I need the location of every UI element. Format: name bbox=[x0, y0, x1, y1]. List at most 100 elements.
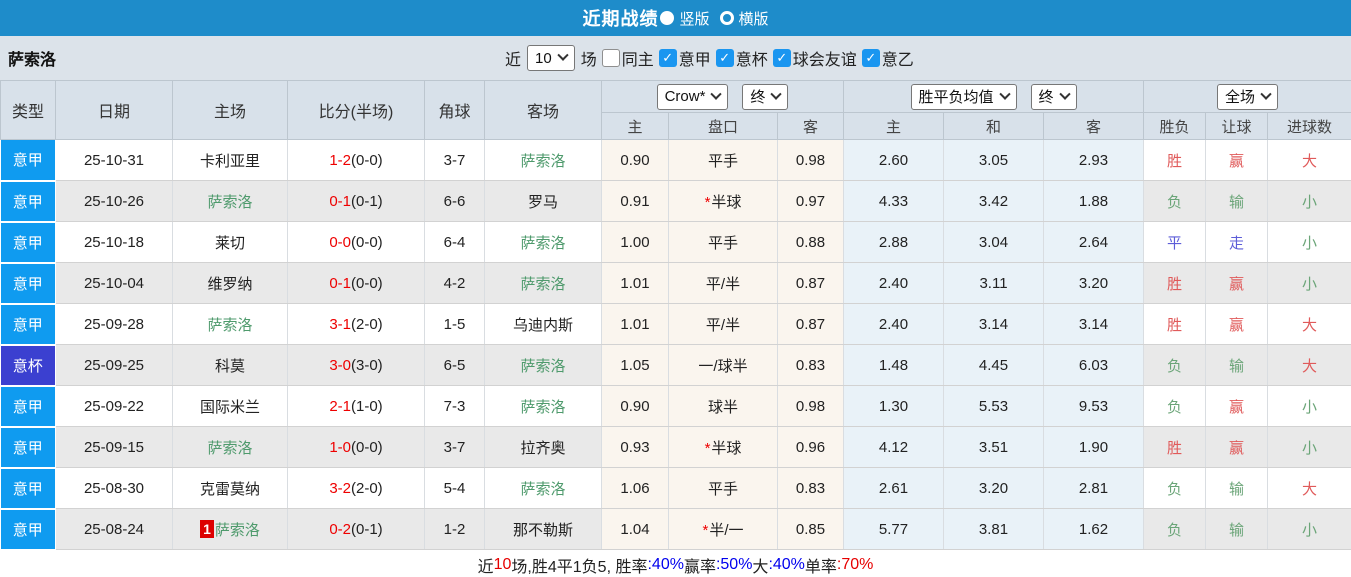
away-team[interactable]: 萨索洛 bbox=[484, 344, 602, 386]
europe-time-select[interactable]: 终 bbox=[1030, 83, 1077, 110]
radio-selected-icon[interactable] bbox=[660, 11, 675, 25]
team-name-text: 萨索洛 bbox=[207, 439, 253, 457]
score-cell: 0-2(0-1) bbox=[287, 508, 425, 550]
radio-label[interactable]: 竖版 bbox=[679, 10, 710, 28]
checkbox-unchecked-icon[interactable] bbox=[601, 49, 620, 67]
checkbox-checked-icon[interactable]: ✓ bbox=[658, 49, 677, 67]
col-corner: 角球 bbox=[424, 80, 485, 140]
halftime-score: (0-1) bbox=[351, 192, 383, 210]
league-badge: 意甲 bbox=[0, 385, 56, 428]
odds-company-select[interactable]: Crow* bbox=[656, 83, 729, 110]
home-team[interactable]: 莱切 bbox=[172, 221, 288, 263]
corner-cell: 5-4 bbox=[424, 467, 485, 509]
checkbox-checked-icon[interactable]: ✓ bbox=[861, 49, 880, 67]
home-team[interactable]: 萨索洛 bbox=[172, 180, 288, 222]
home-team[interactable]: 1 萨索洛 bbox=[172, 508, 288, 550]
europe-odds-value: 胜平负均值 bbox=[918, 89, 994, 106]
checkbox-label[interactable]: 意甲 bbox=[678, 52, 711, 69]
home-team[interactable]: 萨索洛 bbox=[172, 303, 288, 345]
away-team[interactable]: 罗马 bbox=[484, 180, 602, 222]
checkbox-checked-icon[interactable]: ✓ bbox=[772, 49, 791, 67]
halftime-score: (3-0) bbox=[351, 356, 383, 374]
goals-result: 小 bbox=[1267, 180, 1351, 222]
team-name-text: 萨索洛 bbox=[520, 357, 566, 375]
europe-odds-select[interactable]: 胜平负均值 bbox=[910, 83, 1017, 110]
checkbox-label[interactable]: 意杯 bbox=[735, 52, 768, 69]
handicap-result: 输 bbox=[1205, 180, 1269, 222]
wdl-result: 负 bbox=[1143, 467, 1207, 509]
goals-result: 大 bbox=[1267, 303, 1351, 345]
checkbox-label[interactable]: 球会友谊 bbox=[792, 52, 857, 69]
checkbox-label[interactable]: 同主 bbox=[621, 52, 654, 69]
checkbox-checked-icon[interactable]: ✓ bbox=[715, 49, 734, 67]
asia-away-odds: 0.87 bbox=[777, 262, 845, 304]
table-row: 意甲 25-08-30 克雷莫纳 3-2(2-0) 5-4 萨索洛 1.06 平… bbox=[0, 467, 1351, 510]
summary-segment: :50% bbox=[715, 556, 753, 573]
asia-odds-header: Crow* 终 bbox=[600, 80, 845, 113]
home-team[interactable]: 科莫 bbox=[172, 344, 288, 386]
table-row: 意甲 25-08-24 1 萨索洛 0-2(0-1) 1-2 那不勒斯 1.04 … bbox=[0, 508, 1351, 551]
away-team[interactable]: 萨索洛 bbox=[484, 385, 602, 427]
handicap-cell: 一/球半 bbox=[668, 344, 778, 386]
score-cell: 3-1(2-0) bbox=[287, 303, 425, 345]
home-team[interactable]: 国际米兰 bbox=[172, 385, 288, 427]
asia-away-odds: 0.83 bbox=[777, 344, 845, 386]
chevron-down-icon bbox=[710, 88, 723, 100]
away-team[interactable]: 萨索洛 bbox=[484, 262, 602, 304]
away-team[interactable]: 萨索洛 bbox=[484, 221, 602, 263]
home-team[interactable]: 萨索洛 bbox=[172, 426, 288, 468]
europe-away-odds: 2.64 bbox=[1043, 221, 1145, 263]
handicap-star: * bbox=[702, 521, 709, 539]
corner-cell: 6-5 bbox=[424, 344, 485, 386]
radio-unselected-icon[interactable] bbox=[719, 11, 734, 25]
filter-bar: 萨索洛 近 10 场 同主 ✓ 意甲 ✓ 意杯 ✓ 球会友谊 ✓ 意乙 bbox=[0, 36, 1351, 80]
handicap-cell: 平/半 bbox=[668, 303, 778, 345]
away-team[interactable]: 拉齐奥 bbox=[484, 426, 602, 468]
result-header: 全场 bbox=[1143, 80, 1351, 113]
handicap-cell: *半球 bbox=[668, 426, 778, 468]
subcol-asia-home: 主 bbox=[601, 112, 669, 140]
europe-away-odds: 3.14 bbox=[1043, 303, 1145, 345]
checkbox-label[interactable]: 意乙 bbox=[881, 52, 914, 69]
odds-time-select[interactable]: 终 bbox=[742, 83, 789, 110]
away-team[interactable]: 萨索洛 bbox=[484, 139, 602, 181]
radio-label[interactable]: 横版 bbox=[738, 10, 769, 28]
score-cell: 0-1(0-1) bbox=[287, 180, 425, 222]
scope-select[interactable]: 全场 bbox=[1217, 83, 1279, 110]
title-bar: 近期战绩 竖版 横版 bbox=[0, 0, 1351, 36]
subcol-goals: 进球数 bbox=[1267, 112, 1351, 140]
fulltime-score: 1-2 bbox=[329, 151, 351, 169]
summary-segment: 大 bbox=[752, 559, 769, 576]
corner-cell: 4-2 bbox=[424, 262, 485, 304]
asia-away-odds: 0.87 bbox=[777, 303, 845, 345]
away-team[interactable]: 那不勒斯 bbox=[484, 508, 602, 550]
match-count-value: 10 bbox=[535, 49, 552, 67]
chevron-down-icon bbox=[1260, 88, 1272, 100]
match-count-select[interactable]: 10 bbox=[527, 45, 575, 71]
home-team[interactable]: 卡利亚里 bbox=[172, 139, 288, 181]
wdl-result: 负 bbox=[1143, 508, 1207, 550]
home-team[interactable]: 克雷莫纳 bbox=[172, 467, 288, 509]
team-name-text: 萨索洛 bbox=[520, 398, 566, 416]
europe-home-odds: 2.40 bbox=[843, 262, 945, 304]
wdl-result: 胜 bbox=[1143, 139, 1207, 181]
filter-controls: 近 10 场 同主 ✓ 意甲 ✓ 意杯 ✓ 球会友谊 ✓ 意乙 bbox=[505, 45, 914, 71]
summary-segment: :70% bbox=[836, 556, 874, 573]
halftime-score: (2-0) bbox=[351, 479, 383, 497]
home-team[interactable]: 维罗纳 bbox=[172, 262, 288, 304]
europe-home-odds: 1.30 bbox=[843, 385, 945, 427]
summary-segment: 场,胜4平1负5, 胜率 bbox=[511, 559, 648, 576]
summary-footer: 近 10 场,胜4平1负5, 胜率:40% 赢率:50% 大:40% 单率:70% bbox=[0, 550, 1351, 577]
goals-result: 小 bbox=[1267, 262, 1351, 304]
wdl-result: 负 bbox=[1143, 180, 1207, 222]
match-date: 25-08-30 bbox=[55, 467, 173, 509]
goals-result: 大 bbox=[1267, 344, 1351, 386]
away-team[interactable]: 萨索洛 bbox=[484, 467, 602, 509]
away-team[interactable]: 乌迪内斯 bbox=[484, 303, 602, 345]
col-type: 类型 bbox=[0, 80, 56, 140]
team-name-text: 萨索洛 bbox=[520, 480, 566, 498]
team-name-text: 卡利亚里 bbox=[199, 152, 260, 170]
handicap-result: 输 bbox=[1205, 508, 1269, 550]
handicap-text: 平手 bbox=[707, 152, 738, 170]
handicap-result: 赢 bbox=[1205, 303, 1269, 345]
